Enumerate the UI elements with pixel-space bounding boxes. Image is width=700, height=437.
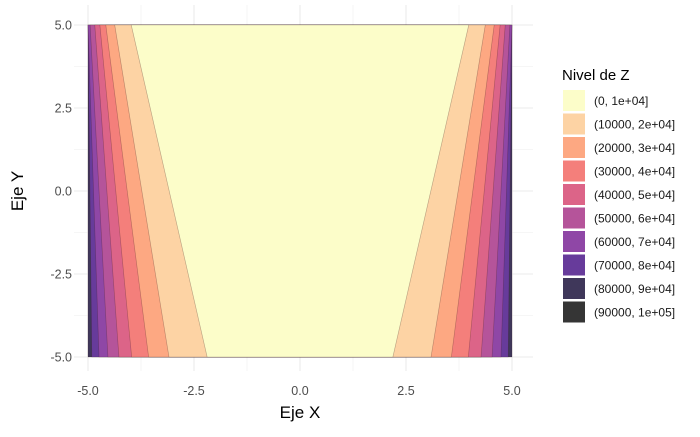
y-tick-label: 0.0 bbox=[55, 185, 72, 199]
legend: Nivel de Z (0, 1e+04] (10000, 2e+04] (2000… bbox=[562, 67, 675, 323]
y-tick-label: 5.0 bbox=[55, 19, 72, 33]
legend-label: (60000, 7e+04] bbox=[594, 235, 675, 249]
legend-items: (0, 1e+04] (10000, 2e+04] (20000, 3e+04] (3… bbox=[563, 90, 675, 323]
y-tick-label: -5.0 bbox=[50, 351, 72, 365]
legend-label: (40000, 5e+04] bbox=[594, 188, 675, 202]
y-axis-title: Eje Y bbox=[8, 171, 27, 211]
legend-key bbox=[563, 160, 585, 182]
legend-label: (90000, 1e+05] bbox=[594, 306, 675, 320]
legend-label: (70000, 8e+04] bbox=[594, 259, 675, 273]
x-tick-labels: -5.0 -2.5 0.0 2.5 5.0 bbox=[77, 384, 521, 398]
contour-bands bbox=[87, 24, 513, 358]
legend-label: (30000, 4e+04] bbox=[594, 165, 675, 179]
contour-band-1 bbox=[130, 24, 470, 358]
x-tick-label: 5.0 bbox=[503, 384, 520, 398]
x-tick-label: -2.5 bbox=[183, 384, 205, 398]
legend-label: (80000, 9e+04] bbox=[594, 282, 675, 296]
legend-label: (20000, 3e+04] bbox=[594, 141, 675, 155]
legend-label: (50000, 6e+04] bbox=[594, 212, 675, 226]
legend-key bbox=[563, 184, 585, 205]
legend-label: (10000, 2e+04] bbox=[594, 118, 675, 132]
legend-key bbox=[563, 90, 585, 111]
x-tick-label: 2.5 bbox=[397, 384, 414, 398]
legend-key bbox=[563, 278, 585, 299]
y-tick-label: -2.5 bbox=[50, 268, 72, 282]
legend-key bbox=[563, 254, 585, 276]
legend-key bbox=[563, 137, 585, 158]
legend-label: (0, 1e+04] bbox=[594, 94, 648, 108]
legend-key bbox=[563, 231, 585, 252]
legend-key bbox=[563, 207, 585, 229]
y-tick-labels: 5.0 2.5 0.0 -2.5 -5.0 bbox=[50, 19, 72, 365]
x-tick-label: 0.0 bbox=[291, 384, 308, 398]
x-tick-label: -5.0 bbox=[77, 384, 99, 398]
y-tick-label: 2.5 bbox=[55, 102, 72, 116]
legend-key bbox=[563, 113, 585, 135]
x-axis-title: Eje X bbox=[280, 403, 321, 422]
legend-key bbox=[563, 301, 585, 323]
legend-title: Nivel de Z bbox=[562, 67, 630, 84]
